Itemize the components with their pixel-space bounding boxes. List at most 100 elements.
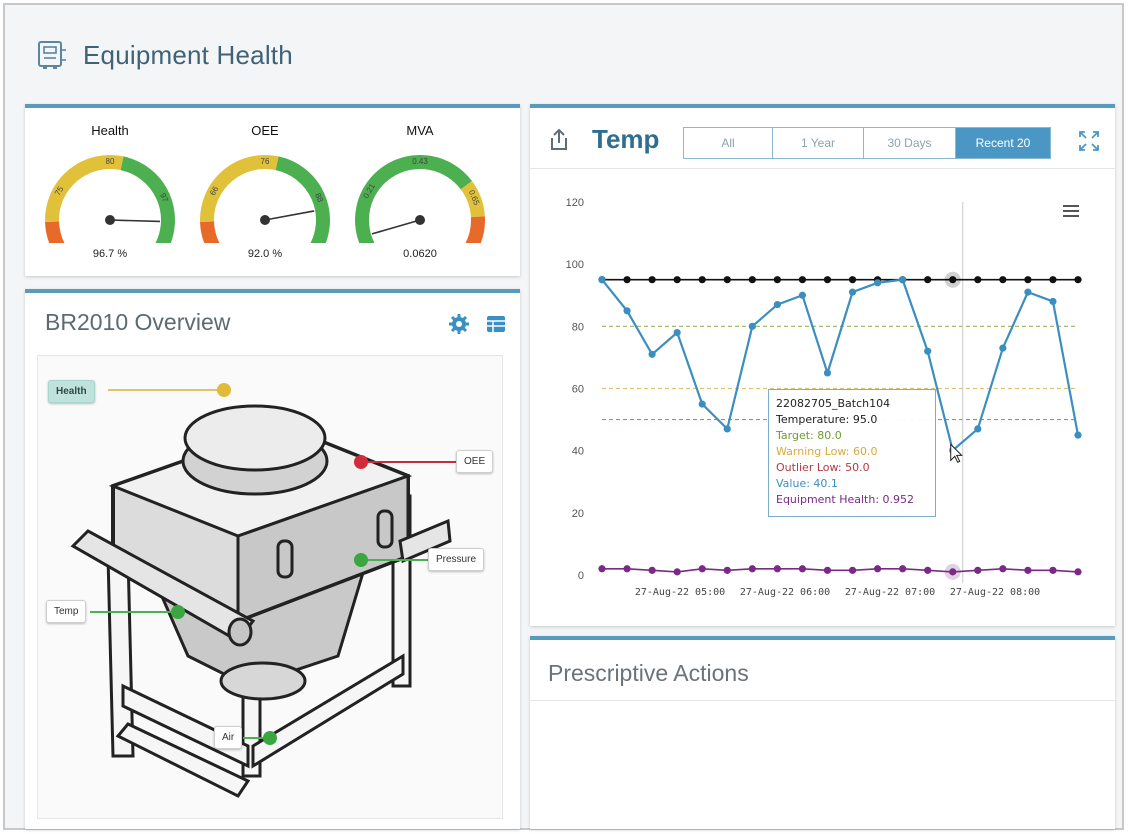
tooltip-batch: 22082705_Batch104 [776,397,891,410]
chart-tooltip: 22082705_Batch104 Temperature: 95.0 Targ… [768,389,936,517]
gauge-tick-label: 76 [261,157,270,166]
gear-icon[interactable] [448,313,470,335]
gauge-label: Health [91,123,129,138]
data-point [1074,276,1082,284]
dashboard-frame: Equipment Health Health 73758097100 96.7… [3,3,1124,830]
oee-gauge: OEE 57667688100 92.0 % [190,108,340,268]
gauge-value: 96.7 % [92,248,128,260]
hover-halo [944,271,961,288]
temp-tag[interactable]: Temp [46,600,87,623]
range-all[interactable]: All [684,128,773,158]
data-point [798,291,807,299]
gauge-tick-label: 97 [158,192,170,204]
data-point [924,276,932,284]
tooltip-temperature: Temperature: 95.0 [776,413,878,426]
gauge-arc-segment [355,155,472,243]
data-point [1074,431,1082,439]
gauge-dial: 57667688100 [200,155,330,243]
data-point [1049,276,1057,284]
air-tag[interactable]: Air [214,726,243,749]
actions-title: Prescriptive Actions [548,660,749,686]
range-recent-20[interactable]: Recent 20 [956,128,1050,158]
gauge-needle [264,210,315,221]
gauge-arc-segment [275,156,330,243]
x-tick-label: 27-Aug-22 05:00 [635,587,725,598]
health-tag[interactable]: Health [48,380,95,403]
data-point [924,347,932,355]
data-point [623,565,631,573]
share-icon[interactable] [548,128,570,152]
gauge-dial: 0.10.210.430.650 [355,155,485,243]
gauge-pivot [415,215,425,225]
gauge-pivot [260,215,270,225]
gauge-tick-label: 88 [313,192,325,204]
data-point [798,565,807,573]
temp-chart-panel: Temp All 1 Year 30 Days Recent 20 0 20 40 6… [530,104,1115,626]
data-point [873,565,882,573]
gauge-label: OEE [251,123,279,138]
gauge-value: 92.0 % [247,248,283,260]
expand-icon[interactable] [1078,130,1100,152]
gauge-arc-segment [200,221,220,243]
x-tick-label: 27-Aug-22 06:00 [740,587,830,598]
data-point [748,322,756,330]
hamburger-menu-icon[interactable] [1062,204,1080,218]
gauge-tick-label: 100 [308,242,323,243]
gauge-arc-segment [460,180,485,218]
tooltip-equipment-health: Equipment Health: 0.952 [776,493,915,506]
range-selector: All 1 Year 30 Days Recent 20 [683,127,1051,159]
data-point [648,350,656,358]
data-point [873,279,882,287]
x-tick-label: 27-Aug-22 08:00 [950,587,1040,598]
temp-line-chart[interactable]: 0 20 40 60 80 100 120 27-Aug-22 05:00 27-Aug-22 … [530,169,1115,631]
chart-title: Temp [592,124,660,154]
gauge-tick-label: 80 [106,157,115,166]
prescriptive-actions-panel: Prescriptive Actions [530,636,1115,829]
gauge-needle [109,219,161,223]
ibc-tank-illustration [70,383,456,798]
data-point [648,566,656,574]
data-point [899,565,907,573]
data-point [723,276,731,284]
data-point [1049,566,1057,574]
data-point [698,276,706,284]
data-point [748,276,756,284]
data-point [949,276,957,284]
data-point [1024,566,1032,574]
data-point [848,288,857,296]
tooltip-value: Value: 40.1 [776,477,838,490]
gauge-arc-segment [45,221,65,243]
gauge-value: 0.0620 [403,248,437,260]
data-point [974,566,982,574]
equipment-diagram: Health OEE Pressure Temp Air [37,355,503,819]
mouse-cursor [950,443,963,464]
range-30-days[interactable]: 30 Days [864,128,956,158]
gauge-tick-label: 100 [153,242,168,243]
gauge-tick-label: 0.43 [412,157,428,166]
overview-panel: BR2010 Overview [25,289,520,829]
oee-tag[interactable]: OEE [456,450,494,473]
gauge-pivot [105,215,115,225]
app-header: Equipment Health [25,23,1115,87]
data-point [698,400,706,408]
page-title: Equipment Health [83,39,293,70]
mva-gauge: MVA 0.10.210.430.650 0.0620 [345,108,495,268]
data-point [773,300,781,309]
range-1-year[interactable]: 1 Year [773,128,864,158]
data-point [848,566,857,574]
tooltip-target: Target: 80.0 [776,429,842,442]
data-point [974,276,982,284]
overview-title: BR2010 Overview [45,309,231,335]
y-tick-label: 60 [572,384,584,396]
data-point [1049,297,1057,306]
data-point [723,566,731,574]
health-gauge: Health 73758097100 96.7 % [35,108,185,268]
data-point [673,276,681,284]
table-icon[interactable] [485,313,507,335]
data-point [748,565,756,573]
pressure-tag[interactable]: Pressure [428,548,485,571]
data-point [798,276,807,284]
divider [530,700,1115,701]
data-point [974,425,982,433]
data-point [698,565,706,573]
